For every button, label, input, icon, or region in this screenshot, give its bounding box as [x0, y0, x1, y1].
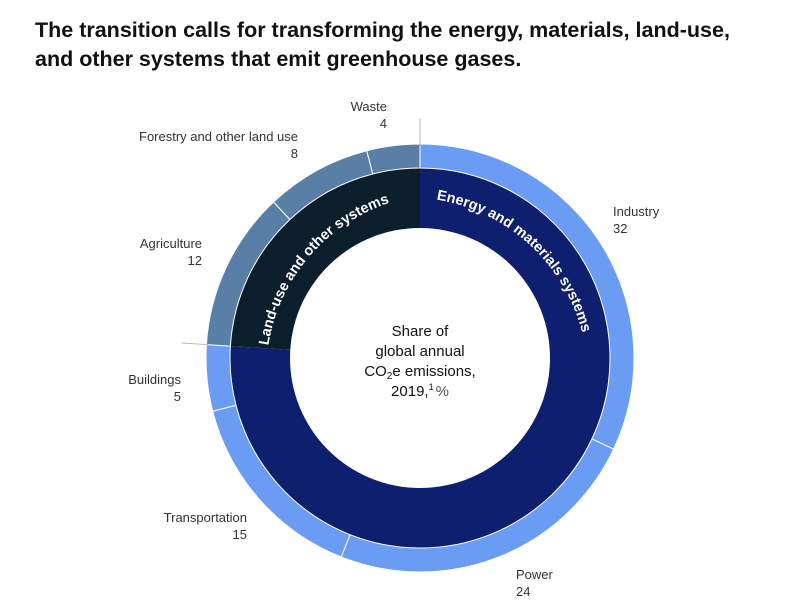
center-label-year: 2019, — [391, 383, 429, 400]
sector-label-power: Power — [516, 567, 554, 582]
center-label: Share of global annual CO2e emissions, 2… — [364, 323, 475, 400]
center-label-line-2: global annual — [375, 343, 464, 360]
center-label-line-1: Share of — [392, 323, 450, 340]
sector-label-waste: Waste — [351, 99, 387, 114]
sector-value-power: 24 — [516, 584, 530, 599]
leader-lines — [181, 119, 421, 346]
group-arc-energy-and-materials-systems — [230, 168, 611, 548]
donut-rings — [205, 143, 635, 573]
center-label-emissions: e emissions, — [392, 363, 475, 380]
sector-label-agriculture: Agriculture — [140, 236, 202, 251]
sector-label-transportation: Transportation — [164, 510, 247, 525]
sector-label-forestry-and-other-land-use: Forestry and other land use — [139, 129, 298, 144]
center-label-line-4: 2019,1% — [391, 382, 449, 400]
sector-label-industry: Industry — [613, 204, 660, 219]
group-arc-land-use-and-other-systems — [230, 168, 420, 350]
leader-line-group-boundary — [181, 342, 209, 346]
center-label-unit: % — [436, 383, 449, 400]
center-label-co: CO — [364, 363, 387, 380]
center-label-subscript: 2 — [387, 371, 393, 382]
sector-value-agriculture: 12 — [188, 253, 202, 268]
sector-value-transportation: 15 — [233, 527, 247, 542]
sector-labels: Industry32Power24Transportation15Buildin… — [128, 99, 660, 599]
chart-title-line-1: The transition calls for transforming th… — [35, 18, 730, 42]
chart-title-line-2: and other systems that emit greenhouse g… — [35, 47, 522, 71]
sector-arc-waste — [366, 143, 421, 175]
chart-title: The transition calls for transforming th… — [35, 16, 775, 74]
sector-label-buildings: Buildings — [128, 372, 181, 387]
center-label-footnote: 1 — [429, 382, 434, 392]
center-label-line-3: CO2e emissions, — [364, 363, 475, 382]
sector-value-waste: 4 — [380, 116, 387, 131]
sector-value-industry: 32 — [613, 221, 627, 236]
sector-value-buildings: 5 — [174, 389, 181, 404]
sector-value-forestry-and-other-land-use: 8 — [291, 146, 298, 161]
